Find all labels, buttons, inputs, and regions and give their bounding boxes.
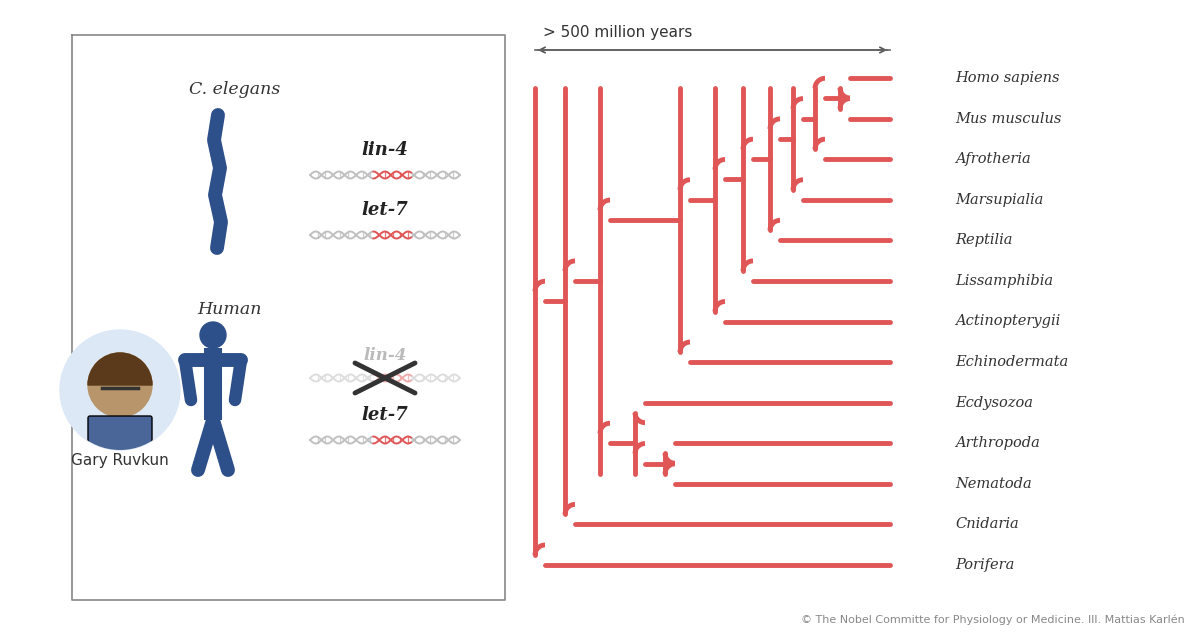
Text: > 500 million years: > 500 million years: [543, 25, 692, 40]
Wedge shape: [88, 353, 152, 385]
Circle shape: [200, 322, 225, 348]
Text: Afrotheria: Afrotheria: [954, 152, 1031, 166]
FancyBboxPatch shape: [88, 416, 152, 455]
Text: let-7: let-7: [362, 406, 409, 424]
Text: Marsupialia: Marsupialia: [954, 193, 1043, 207]
Text: let-7: let-7: [362, 201, 409, 219]
Text: Lissamphibia: Lissamphibia: [954, 274, 1053, 288]
Text: Reptilia: Reptilia: [954, 233, 1012, 247]
Text: © The Nobel Committe for Physiology or Medicine. Ill. Mattias Karlén: © The Nobel Committe for Physiology or M…: [801, 615, 1185, 625]
Text: Nematoda: Nematoda: [954, 477, 1032, 491]
Text: Ecdysozoa: Ecdysozoa: [954, 395, 1034, 410]
Text: lin-4: lin-4: [362, 141, 409, 159]
Text: Actinopterygii: Actinopterygii: [954, 315, 1060, 328]
Text: C. elegans: C. elegans: [189, 81, 281, 99]
Text: lin-4: lin-4: [363, 347, 406, 363]
Circle shape: [60, 330, 180, 450]
Text: Human: Human: [198, 301, 263, 319]
Text: Cnidaria: Cnidaria: [954, 517, 1019, 531]
Text: Gary Ruvkun: Gary Ruvkun: [71, 453, 169, 467]
Text: Mus musculus: Mus musculus: [954, 112, 1061, 126]
Text: Porifera: Porifera: [954, 558, 1014, 572]
Text: Echinodermata: Echinodermata: [954, 355, 1068, 369]
Circle shape: [88, 353, 152, 417]
Text: Homo sapiens: Homo sapiens: [954, 71, 1060, 85]
Text: Arthropoda: Arthropoda: [954, 437, 1040, 450]
